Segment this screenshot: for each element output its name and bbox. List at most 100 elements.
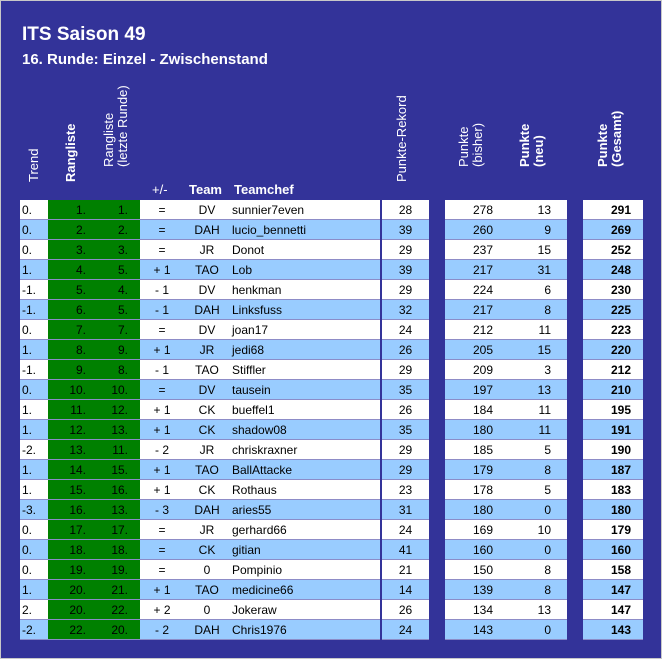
cell-chef: Chris1976 (230, 620, 380, 640)
cell-chef: lucio_bennetti (230, 220, 380, 240)
cell-gesamt: 195 (583, 400, 643, 420)
cell-bisher: 205 (445, 340, 504, 360)
page-subtitle: 16. Runde: Einzel - Zwischenstand (22, 51, 268, 68)
cell-neu: 15 (504, 240, 567, 260)
table-row: -1. 9. 8. - 1 TAO Stiffler 29 209 3 212 (1, 360, 662, 380)
cell-chef: Lob (230, 260, 380, 280)
cell-team: CK (184, 400, 230, 420)
cell-rank: 15. (48, 480, 96, 500)
cell-rank: 5. (48, 280, 96, 300)
cell-pm: - 1 (140, 300, 184, 320)
cell-pm: = (140, 200, 184, 220)
cell-team: JR (184, 440, 230, 460)
cell-rec: 26 (382, 340, 429, 360)
cell-pm: - 3 (140, 500, 184, 520)
cell-gesamt: 183 (583, 480, 643, 500)
cell-chef: gitian (230, 540, 380, 560)
cell-rank: 20. (48, 580, 96, 600)
cell-rec: 24 (382, 320, 429, 340)
cell-chef: jedi68 (230, 340, 380, 360)
cell-rec: 29 (382, 280, 429, 300)
cell-bisher: 237 (445, 240, 504, 260)
cell-gesamt: 223 (583, 320, 643, 340)
cell-gesamt: 143 (583, 620, 643, 640)
cell-pm: - 1 (140, 280, 184, 300)
header-rangliste: Rangliste (63, 123, 78, 182)
table-row: -3. 16. 13. - 3 DAH aries55 31 180 0 180 (1, 500, 662, 520)
cell-neu: 9 (504, 220, 567, 240)
cell-gesamt: 210 (583, 380, 643, 400)
cell-rec: 26 (382, 400, 429, 420)
cell-prev: 1. (96, 200, 140, 220)
cell-team: TAO (184, 580, 230, 600)
cell-rank: 7. (48, 320, 96, 340)
cell-bisher: 217 (445, 260, 504, 280)
cell-team: DV (184, 320, 230, 340)
cell-neu: 11 (504, 420, 567, 440)
table-row: 1. 12. 13. + 1 CK shadow08 35 180 11 191 (1, 420, 662, 440)
cell-bisher: 217 (445, 300, 504, 320)
table-row: 1. 4. 5. + 1 TAO Lob 39 217 31 248 (1, 260, 662, 280)
cell-bisher: 169 (445, 520, 504, 540)
cell-team: DAH (184, 220, 230, 240)
cell-pm: = (140, 520, 184, 540)
cell-rec: 29 (382, 460, 429, 480)
cell-gesamt: 252 (583, 240, 643, 260)
cell-team: CK (184, 540, 230, 560)
cell-team: 0 (184, 600, 230, 620)
cell-pm: = (140, 560, 184, 580)
cell-prev: 18. (96, 540, 140, 560)
cell-bisher: 224 (445, 280, 504, 300)
cell-prev: 20. (96, 620, 140, 640)
cell-rank: 3. (48, 240, 96, 260)
cell-pm: - 2 (140, 440, 184, 460)
cell-rank: 16. (48, 500, 96, 520)
cell-team: DV (184, 380, 230, 400)
cell-prev: 19. (96, 560, 140, 580)
cell-gesamt: 180 (583, 500, 643, 520)
cell-chef: Donot (230, 240, 380, 260)
cell-rec: 28 (382, 200, 429, 220)
table-row: 0. 17. 17. = JR gerhard66 24 169 10 179 (1, 520, 662, 540)
cell-chef: gerhard66 (230, 520, 380, 540)
cell-rec: 29 (382, 440, 429, 460)
table-row: 1. 14. 15. + 1 TAO BallAttacke 29 179 8 187 (1, 460, 662, 480)
cell-chef: tausein (230, 380, 380, 400)
cell-gesamt: 158 (583, 560, 643, 580)
cell-rec: 21 (382, 560, 429, 580)
cell-team: DAH (184, 620, 230, 640)
table-row: 0. 10. 10. = DV tausein 35 197 13 210 (1, 380, 662, 400)
cell-neu: 3 (504, 360, 567, 380)
header-punkte-bisher: Punkte (bisher) (456, 122, 485, 167)
cell-rank: 22. (48, 620, 96, 640)
cell-team: JR (184, 240, 230, 260)
cell-neu: 6 (504, 280, 567, 300)
cell-pm: + 1 (140, 480, 184, 500)
cell-rank: 9. (48, 360, 96, 380)
cell-gesamt: 225 (583, 300, 643, 320)
cell-bisher: 184 (445, 400, 504, 420)
cell-neu: 0 (504, 620, 567, 640)
table-row: -2. 22. 20. - 2 DAH Chris1976 24 143 0 143 (1, 620, 662, 640)
cell-bisher: 180 (445, 420, 504, 440)
cell-rank: 2. (48, 220, 96, 240)
cell-rank: 17. (48, 520, 96, 540)
cell-gesamt: 191 (583, 420, 643, 440)
table-row: 0. 2. 2. = DAH lucio_bennetti 39 260 9 269 (1, 220, 662, 240)
cell-rec: 29 (382, 240, 429, 260)
cell-team: JR (184, 520, 230, 540)
cell-rank: 1. (48, 200, 96, 220)
cell-bisher: 178 (445, 480, 504, 500)
cell-prev: 17. (96, 520, 140, 540)
cell-gesamt: 291 (583, 200, 643, 220)
cell-gesamt: 269 (583, 220, 643, 240)
cell-chef: Linksfuss (230, 300, 380, 320)
table-row: 1. 15. 16. + 1 CK Rothaus 23 178 5 183 (1, 480, 662, 500)
cell-pm: - 2 (140, 620, 184, 640)
table-row: 0. 1. 1. = DV sunnier7even 28 278 13 291 (1, 200, 662, 220)
cell-pm: = (140, 540, 184, 560)
header-punkte-gesamt: Punkte (Gesamt) (595, 110, 624, 167)
cell-chef: Rothaus (230, 480, 380, 500)
cell-neu: 8 (504, 560, 567, 580)
